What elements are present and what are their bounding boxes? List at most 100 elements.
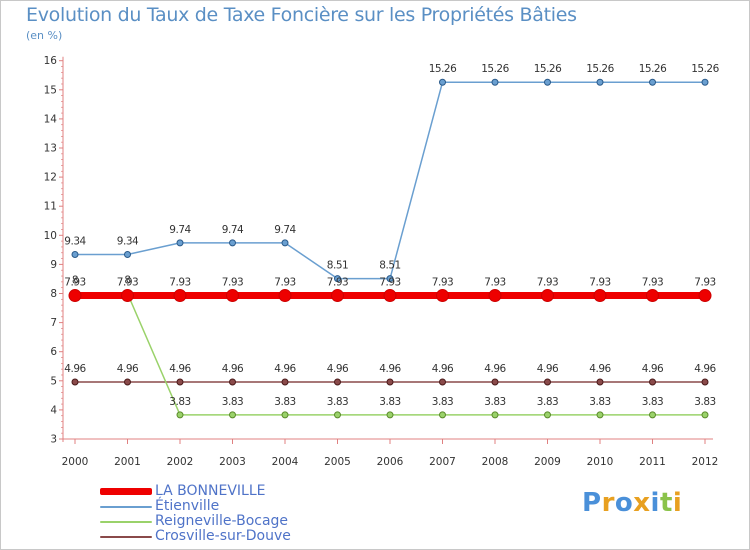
data-label-la-bonneville: 7.93 — [169, 277, 190, 289]
legend-swatch-etienville — [100, 505, 152, 508]
data-label-etienville: 15.26 — [586, 63, 614, 75]
data-point-reigneville-bocage — [176, 411, 184, 419]
logo-letter: i — [672, 488, 683, 518]
data-point-etienville — [544, 78, 551, 86]
data-label-crosville-sur-douve: 4.96 — [64, 363, 86, 375]
data-point-crosville-sur-douve — [649, 378, 656, 386]
logo-letter: x — [633, 488, 651, 518]
data-label-reigneville-bocage: 3.83 — [379, 396, 400, 408]
y-tick-label: 16 — [44, 55, 58, 67]
x-tick-label: 2008 — [482, 456, 509, 468]
data-point-reigneville-bocage — [281, 411, 289, 419]
data-point-reigneville-bocage — [596, 411, 604, 419]
logo-letter: P — [582, 488, 602, 518]
legend-item-etienville: Étienville — [100, 499, 291, 514]
x-tick-label: 2007 — [429, 456, 456, 468]
legend-item-reigneville-bocage: Reigneville-Bocage — [100, 514, 291, 529]
x-tick-label: 2011 — [639, 456, 666, 468]
data-point-la-bonneville — [121, 289, 134, 303]
data-label-etienville: 9.74 — [274, 224, 296, 236]
data-point-reigneville-bocage — [334, 411, 341, 419]
x-tick-label: 2002 — [167, 456, 194, 468]
x-tick-label: 2005 — [324, 456, 351, 468]
legend-label-reigneville-bocage: Reigneville-Bocage — [155, 513, 289, 529]
data-point-la-bonneville — [278, 289, 292, 303]
y-tick-label: 4 — [50, 404, 57, 416]
data-label-crosville-sur-douve: 4.96 — [222, 363, 244, 375]
data-point-la-bonneville — [383, 289, 397, 303]
data-point-etienville — [229, 239, 236, 247]
data-label-reigneville-bocage: 3.83 — [642, 396, 663, 408]
logo-letter: t — [659, 488, 673, 518]
data-label-reigneville-bocage: 3.83 — [537, 396, 558, 408]
legend-label-etienville: Étienville — [155, 498, 220, 514]
data-point-la-bonneville — [593, 289, 607, 303]
data-label-reigneville-bocage: 3.83 — [169, 396, 190, 408]
data-point-etienville — [439, 78, 446, 86]
data-point-la-bonneville — [646, 289, 659, 303]
y-tick-label: 14 — [44, 113, 58, 125]
logo-letter: r — [601, 488, 615, 518]
x-tick-label: 2003 — [219, 456, 246, 468]
y-tick-label: 8 — [50, 288, 57, 300]
data-point-etienville — [71, 251, 79, 259]
data-point-la-bonneville — [488, 289, 502, 303]
y-tick-label: 6 — [50, 346, 57, 358]
logo-letter: i — [650, 488, 660, 518]
data-point-la-bonneville — [541, 289, 554, 303]
data-label-crosville-sur-douve: 4.96 — [694, 363, 716, 375]
y-tick-label: 11 — [44, 201, 57, 213]
data-label-reigneville-bocage: 8 — [124, 275, 130, 287]
data-point-la-bonneville — [226, 289, 239, 303]
data-label-etienville: 15.26 — [639, 63, 667, 75]
data-point-reigneville-bocage — [649, 411, 656, 419]
data-point-etienville — [334, 275, 341, 283]
legend-item-crosville-sur-douve: Crosville-sur-Douve — [100, 529, 291, 544]
y-tick-label: 7 — [50, 317, 57, 329]
legend-item-la-bonneville: LA BONNEVILLE — [100, 484, 291, 499]
data-label-la-bonneville: 7.93 — [379, 277, 400, 289]
data-label-crosville-sur-douve: 4.96 — [274, 363, 296, 375]
data-label-etienville: 15.26 — [429, 63, 457, 75]
x-tick-label: 2010 — [587, 456, 614, 468]
data-label-la-bonneville: 7.93 — [64, 277, 85, 289]
data-point-la-bonneville — [698, 289, 712, 303]
data-label-etienville: 15.26 — [534, 63, 562, 75]
data-label-crosville-sur-douve: 4.96 — [327, 363, 349, 375]
data-label-etienville: 9.74 — [169, 224, 191, 236]
data-point-crosville-sur-douve — [439, 378, 446, 386]
data-point-etienville — [701, 78, 709, 86]
data-label-etienville: 9.74 — [222, 224, 244, 236]
data-label-crosville-sur-douve: 4.96 — [169, 363, 191, 375]
data-point-la-bonneville — [173, 289, 187, 303]
data-point-reigneville-bocage — [386, 411, 394, 419]
data-point-reigneville-bocage — [229, 411, 236, 419]
data-label-crosville-sur-douve: 4.96 — [484, 363, 506, 375]
data-label-reigneville-bocage: 3.83 — [589, 396, 610, 408]
data-label-la-bonneville: 7.93 — [589, 277, 610, 289]
data-label-reigneville-bocage: 8 — [72, 275, 78, 287]
y-tick-label: 3 — [50, 434, 57, 446]
data-point-crosville-sur-douve — [124, 378, 131, 386]
data-point-crosville-sur-douve — [71, 378, 79, 386]
proxiti-logo: Proxiti — [582, 488, 682, 518]
x-tick-label: 2004 — [272, 456, 299, 468]
data-point-etienville — [596, 78, 604, 86]
data-label-la-bonneville: 7.93 — [694, 277, 715, 289]
data-label-etienville: 8.51 — [379, 260, 400, 272]
data-label-la-bonneville: 7.93 — [327, 277, 348, 289]
data-label-la-bonneville: 7.93 — [642, 277, 663, 289]
data-label-la-bonneville: 7.93 — [432, 277, 453, 289]
data-point-crosville-sur-douve — [176, 378, 184, 386]
data-point-etienville — [281, 239, 289, 247]
data-point-reigneville-bocage — [439, 411, 446, 419]
data-point-crosville-sur-douve — [544, 378, 551, 386]
x-tick-label: 2001 — [114, 456, 141, 468]
data-label-crosville-sur-douve: 4.96 — [117, 363, 139, 375]
data-point-reigneville-bocage — [701, 411, 709, 419]
data-label-reigneville-bocage: 3.83 — [694, 396, 715, 408]
x-tick-label: 2009 — [534, 456, 561, 468]
data-point-etienville — [124, 251, 131, 259]
